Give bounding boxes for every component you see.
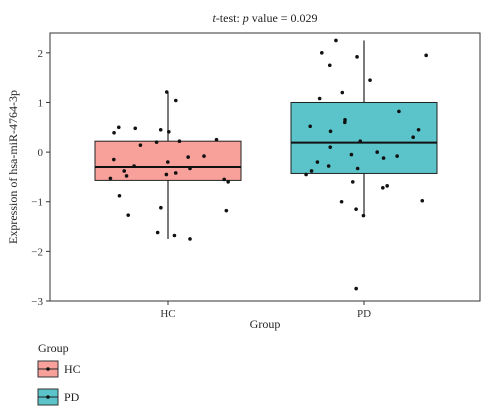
data-point-pd bbox=[420, 198, 425, 203]
data-point-pd bbox=[355, 166, 360, 171]
data-point-pd bbox=[334, 38, 338, 43]
title-p: p bbox=[242, 11, 249, 25]
jitter-points bbox=[108, 38, 428, 291]
data-point-hc bbox=[133, 126, 138, 131]
data-point-pd bbox=[361, 213, 366, 218]
data-point-hc bbox=[186, 155, 190, 159]
title-test: -test: bbox=[216, 11, 243, 25]
data-point-hc bbox=[172, 233, 177, 238]
chart-title: t-test: p value = 0.029 bbox=[212, 11, 317, 25]
data-point-pd bbox=[343, 120, 347, 125]
data-point-pd bbox=[354, 207, 358, 211]
data-point-pd bbox=[327, 63, 332, 68]
box-pd bbox=[290, 101, 438, 174]
legend: Group HC PD bbox=[37, 341, 81, 406]
data-point-pd bbox=[355, 55, 359, 59]
data-point-hc bbox=[108, 176, 113, 181]
data-point-pd bbox=[315, 160, 320, 164]
y-axis: −3 −2 −1 0 1 2 bbox=[31, 48, 50, 308]
data-point-hc bbox=[173, 171, 178, 175]
data-point-pd bbox=[328, 129, 333, 134]
data-point-pd bbox=[358, 139, 363, 143]
data-point-hc bbox=[112, 157, 116, 162]
data-point-hc bbox=[124, 174, 129, 178]
data-point-hc bbox=[158, 127, 163, 132]
data-point-pd bbox=[385, 184, 389, 188]
data-point-hc bbox=[188, 166, 192, 171]
data-point-hc bbox=[112, 130, 116, 135]
data-point-pd bbox=[381, 156, 386, 160]
x-axis-title: Group bbox=[250, 317, 281, 331]
data-point-hc bbox=[224, 208, 229, 213]
data-point-pd bbox=[381, 186, 385, 190]
data-point-hc bbox=[166, 160, 170, 164]
data-point-hc bbox=[188, 237, 192, 241]
data-point-hc bbox=[173, 98, 178, 103]
legend-key-dot bbox=[46, 367, 50, 371]
data-point-hc bbox=[177, 139, 182, 143]
data-point-pd bbox=[354, 286, 358, 291]
data-point-pd bbox=[317, 96, 322, 101]
legend-label-hc: HC bbox=[64, 362, 81, 376]
data-point-pd bbox=[350, 180, 355, 184]
x-tick-label: HC bbox=[160, 308, 175, 320]
data-point-hc bbox=[126, 213, 131, 217]
data-point-pd bbox=[308, 124, 312, 129]
data-point-hc bbox=[164, 90, 169, 94]
title-value: value = 0.029 bbox=[249, 11, 318, 25]
data-point-pd bbox=[368, 78, 372, 82]
legend-title: Group bbox=[38, 341, 69, 355]
data-point-hc bbox=[214, 137, 219, 142]
y-tick-label: −3 bbox=[31, 296, 43, 308]
data-point-hc bbox=[154, 140, 159, 144]
legend-key-dot bbox=[46, 395, 50, 399]
y-tick-label: 2 bbox=[38, 48, 44, 60]
data-point-pd bbox=[304, 172, 308, 177]
data-point-pd bbox=[375, 150, 379, 154]
legend-label-pd: PD bbox=[64, 390, 80, 404]
data-point-hc bbox=[132, 164, 136, 168]
y-tick-label: 1 bbox=[38, 97, 44, 109]
data-point-hc bbox=[167, 129, 171, 134]
y-tick-label: 0 bbox=[38, 147, 44, 159]
x-axis: HC PD bbox=[160, 301, 371, 320]
data-point-pd bbox=[349, 152, 354, 157]
data-point-pd bbox=[320, 51, 324, 55]
data-point-pd bbox=[309, 169, 314, 173]
data-point-pd bbox=[395, 154, 399, 158]
data-point-hc bbox=[138, 143, 143, 147]
data-point-pd bbox=[339, 199, 344, 204]
title-t: t bbox=[212, 11, 216, 25]
data-point-pd bbox=[340, 90, 345, 95]
x-tick-label: PD bbox=[357, 308, 371, 320]
data-point-pd bbox=[411, 135, 415, 140]
data-point-pd bbox=[424, 53, 428, 58]
data-point-hc bbox=[159, 205, 163, 210]
data-point-hc bbox=[116, 125, 121, 130]
data-point-hc bbox=[222, 177, 227, 182]
data-point-pd bbox=[328, 145, 333, 149]
data-point-hc bbox=[122, 169, 127, 173]
y-tick-label: −2 bbox=[31, 246, 43, 258]
y-axis-title: Expression of hsa-miR-4764-3p bbox=[6, 90, 20, 244]
box-group bbox=[94, 40, 438, 239]
data-point-pd bbox=[326, 164, 331, 168]
data-point-hc bbox=[202, 154, 206, 158]
data-point-hc bbox=[117, 193, 122, 198]
data-point-pd bbox=[397, 109, 401, 114]
data-point-hc bbox=[155, 230, 160, 235]
data-point-pd bbox=[416, 127, 421, 132]
y-tick-label: −1 bbox=[31, 197, 43, 209]
data-point-hc bbox=[226, 180, 230, 184]
data-point-hc bbox=[164, 172, 169, 177]
